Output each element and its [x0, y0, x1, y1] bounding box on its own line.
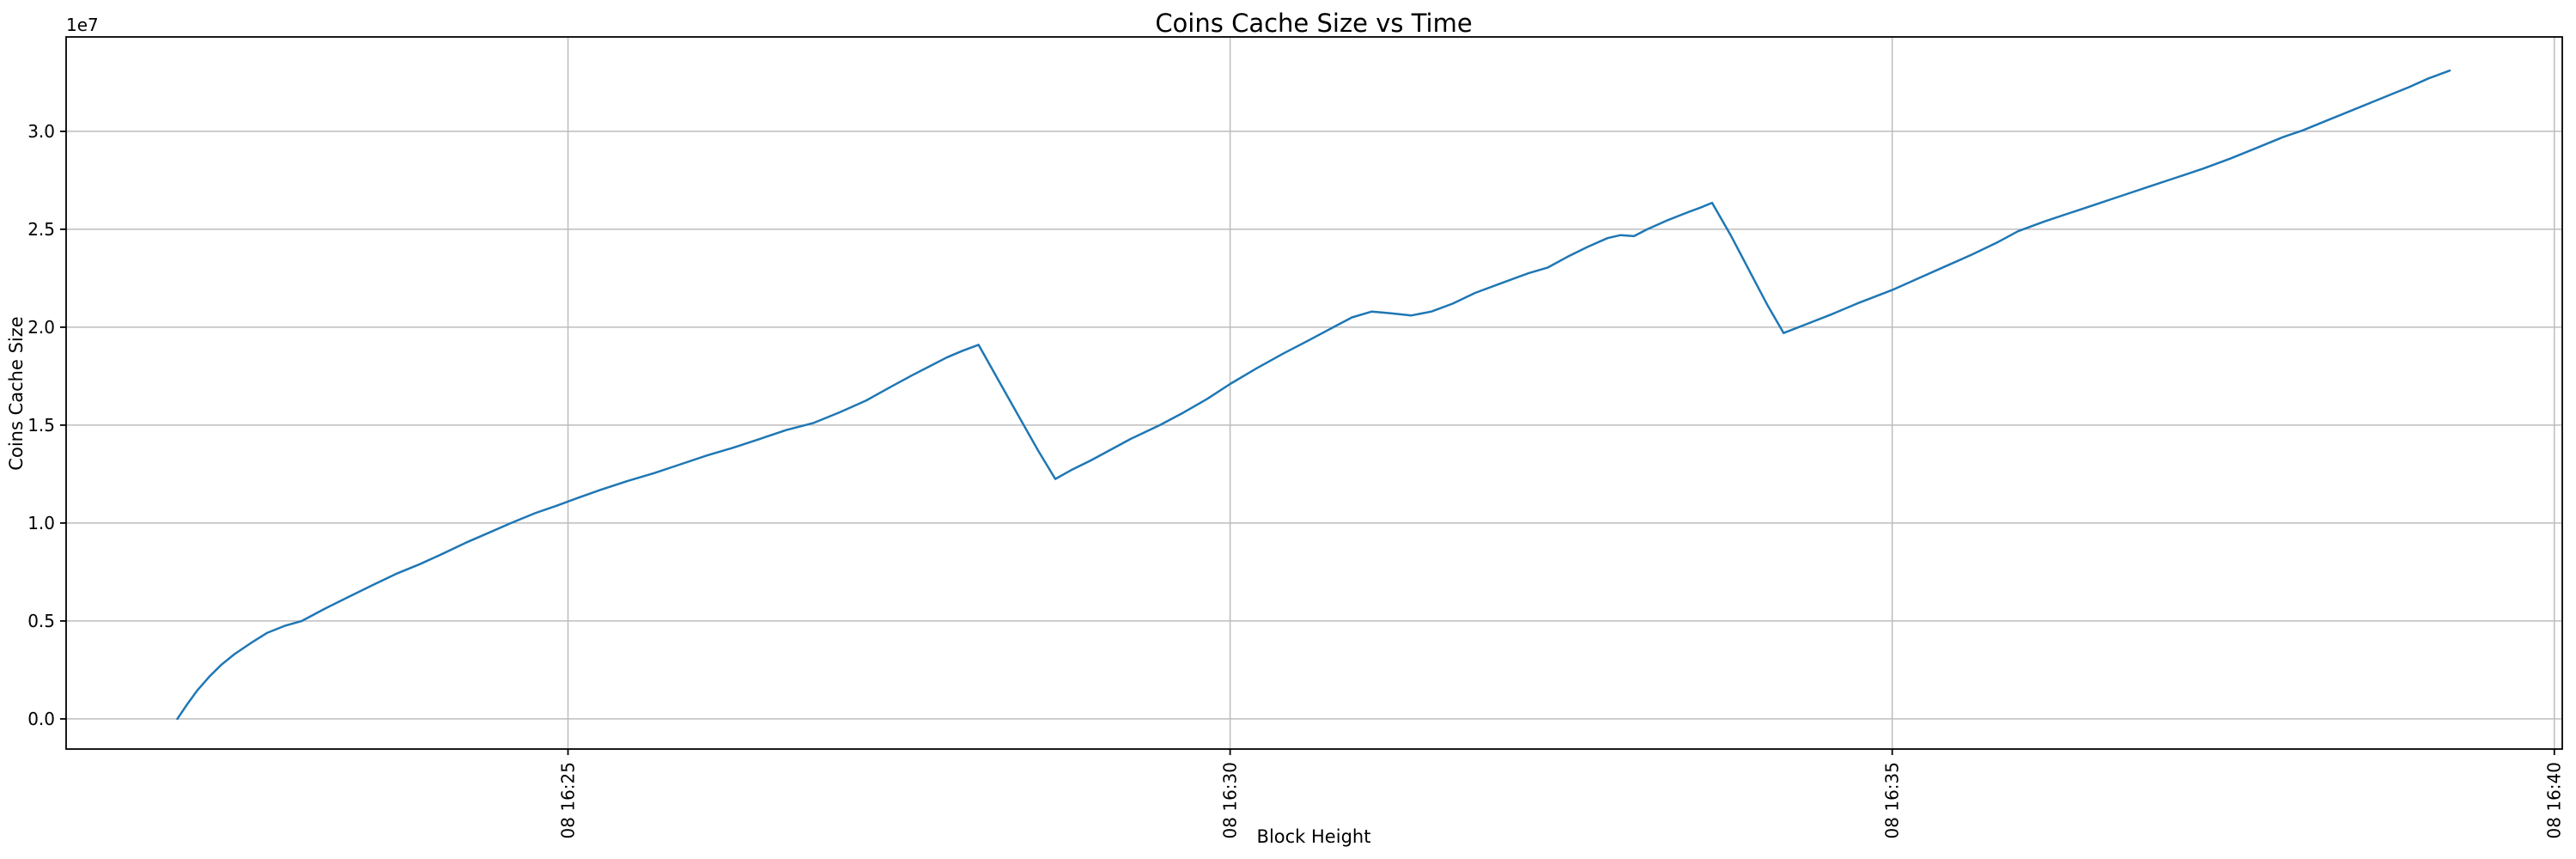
- x-tick-label: 08 16:25: [557, 762, 578, 838]
- y-axis-label: Coins Cache Size: [6, 316, 27, 470]
- axis-tick-labels: 0.0 0.5 1.0 1.5 2.0 2.5 3.0 08 16:25 08 16:30 08 …: [27, 121, 2565, 839]
- y-tick-label: 2.0: [27, 317, 55, 338]
- x-tick-label: 08 16:40: [2544, 762, 2565, 838]
- x-axis-label: Block Height: [1257, 826, 1371, 847]
- x-tick-label: 08 16:35: [1882, 762, 1903, 838]
- y-tick-label: 3.0: [27, 121, 55, 142]
- y-tick-label: 1.5: [27, 415, 55, 436]
- y-tick-label: 0.5: [27, 611, 55, 631]
- y-tick-label: 2.5: [27, 219, 55, 240]
- axis-tick-marks: [60, 130, 2555, 755]
- coins-cache-size-line: [176, 69, 2451, 721]
- y-tick-label: 0.0: [27, 709, 55, 729]
- y-tick-label: 1.0: [27, 513, 55, 533]
- x-tick-label: 08 16:30: [1220, 762, 1241, 838]
- gridlines: [66, 37, 2562, 749]
- plot-border: [65, 36, 2563, 750]
- y-axis-offset-label: 1e7: [66, 15, 99, 35]
- chart-title: Coins Cache Size vs Time: [1155, 9, 1472, 38]
